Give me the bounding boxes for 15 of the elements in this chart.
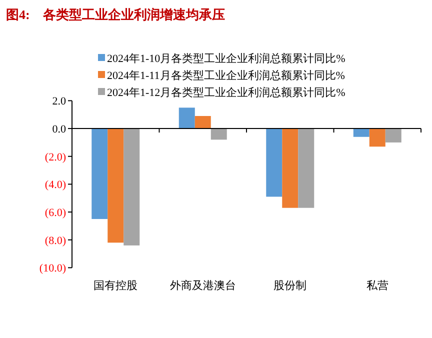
chart-title: 图4: 各类型工业企业利润增速均承压 [6,7,225,22]
x-tick-label: 股份制 [274,279,307,292]
x-tick-label: 私营 [366,279,388,292]
y-tick-label: (4.0) [44,179,66,192]
legend-label: 2024年1-10月各类型工业企业利润总额累计同比% [107,52,346,65]
y-tick-label: 2.0 [52,96,66,108]
x-tick-label: 外商及港澳台 [170,279,236,292]
legend-label: 2024年1-12月各类型工业企业利润总额累计同比% [107,86,346,99]
x-tick-label: 国有控股 [94,280,138,292]
y-tick-label: (2.0) [44,151,66,164]
y-tick-label: (6.0) [44,207,66,220]
y-tick-label: (10.0) [39,262,66,275]
y-tick-label: (8.0) [44,234,66,247]
y-tick-label: 0.0 [52,124,66,136]
legend-label: 2024年1-11月各类型工业企业利润总额累计同比% [107,69,345,82]
